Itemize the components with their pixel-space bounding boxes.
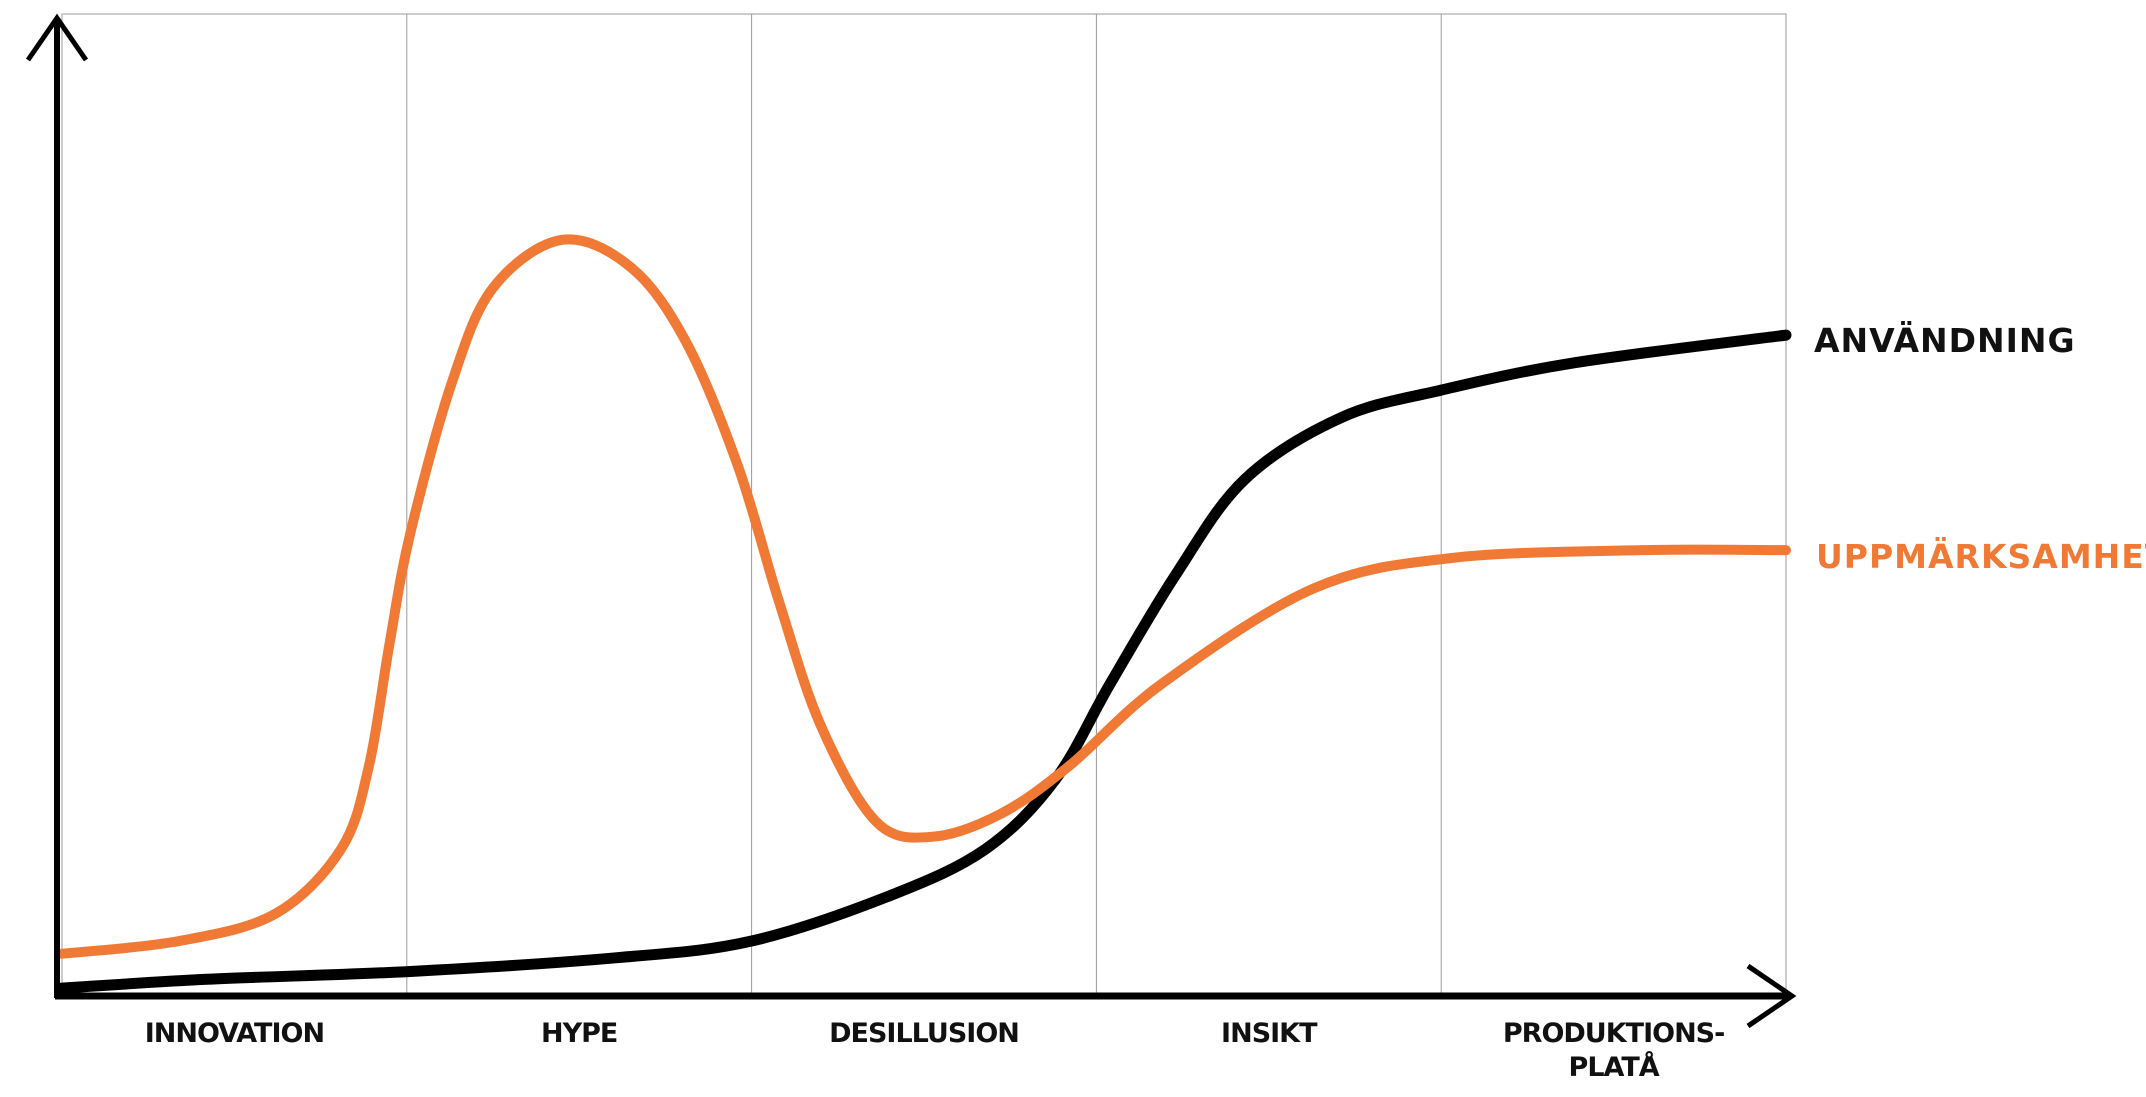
series-lines [56,234,1792,994]
plot-frame [61,13,1787,997]
x-axis-arrow-icon [1746,963,1797,1029]
category-label: INSIKT [1221,1018,1318,1049]
series-line-anvandning [56,329,1792,994]
series-label-uppmarksamhet: UPPMÄRKSAMHET [1816,536,2146,576]
category-label: PRODUKTIONS- [1503,1018,1724,1049]
category-label: INNOVATION [145,1018,324,1049]
series-line-uppmarksamhet [57,234,1791,959]
series-label-anvandning: ANVÄNDNING [1814,320,2076,360]
category-labels: INNOVATION HYPE DESILLUSION INSIKT PRODUKTIO… [145,1018,1726,1083]
category-label: DESILLUSION [829,1018,1019,1049]
category-label: PLATÅ [1569,1051,1660,1083]
y-axis-arrow-icon [25,13,89,62]
category-label: HYPE [541,1018,617,1049]
gridlines [406,14,1442,996]
axes [25,13,1797,1029]
